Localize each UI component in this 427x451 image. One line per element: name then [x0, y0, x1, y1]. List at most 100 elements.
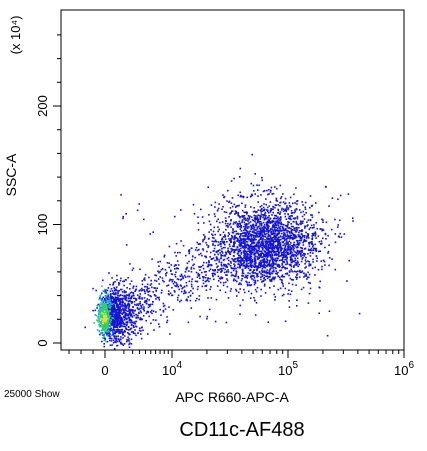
data-point [241, 216, 244, 218]
data-point [233, 245, 236, 248]
data-point [273, 240, 275, 242]
data-point [310, 247, 313, 250]
data-point [197, 272, 199, 275]
data-point [239, 237, 241, 239]
data-point [120, 325, 122, 328]
data-point [274, 296, 277, 298]
data-point [103, 307, 106, 310]
data-point [167, 284, 170, 286]
data-point [254, 173, 256, 175]
data-point [109, 310, 111, 312]
data-point [249, 253, 251, 256]
data-point [296, 243, 298, 246]
data-point [294, 231, 297, 233]
data-point [301, 258, 303, 260]
data-point [265, 255, 267, 257]
x-axis-title: APC R660-APC-A [175, 389, 289, 405]
data-point [260, 223, 262, 225]
data-point [133, 301, 136, 303]
data-point [109, 290, 112, 293]
data-point [125, 291, 127, 293]
data-point [246, 217, 249, 220]
data-point [215, 298, 218, 301]
data-point [262, 216, 264, 219]
data-point [314, 232, 316, 235]
data-point [247, 257, 249, 259]
data-point [176, 267, 178, 269]
data-point [238, 248, 240, 251]
data-point [121, 307, 124, 310]
data-point [305, 212, 307, 214]
data-point [260, 278, 262, 281]
data-point [155, 311, 157, 313]
data-point [114, 326, 117, 329]
data-point [284, 267, 286, 269]
data-point [187, 275, 189, 278]
data-point [259, 254, 262, 256]
data-point [225, 253, 227, 255]
data-point [100, 313, 103, 316]
data-point [235, 233, 238, 235]
data-point [267, 216, 269, 219]
data-point [127, 302, 130, 305]
data-point [285, 209, 287, 211]
data-point [239, 288, 241, 290]
data-point [271, 250, 273, 252]
data-point [283, 293, 285, 296]
data-point [277, 212, 279, 214]
data-point [247, 262, 250, 265]
data-point [111, 315, 114, 318]
data-point [192, 203, 195, 206]
data-point [245, 246, 248, 249]
data-point [204, 280, 207, 283]
data-point [266, 272, 268, 275]
data-point [158, 283, 161, 285]
data-point [146, 286, 148, 288]
data-point [98, 298, 100, 301]
data-point [296, 228, 298, 230]
data-point [262, 225, 265, 228]
data-point [111, 316, 113, 319]
data-point [272, 236, 275, 239]
data-point [211, 233, 213, 236]
data-point [114, 280, 116, 283]
data-point [112, 284, 114, 286]
data-point [271, 214, 273, 216]
data-point [130, 343, 133, 345]
data-point [150, 279, 152, 282]
data-point [157, 270, 159, 272]
data-point [300, 288, 303, 291]
data-point [120, 338, 122, 340]
data-point [294, 202, 296, 204]
data-point [160, 314, 162, 316]
data-point [245, 254, 247, 256]
data-point [230, 219, 232, 221]
data-point [105, 315, 108, 317]
data-point [225, 321, 228, 324]
data-point [269, 209, 272, 212]
data-point [244, 224, 247, 227]
data-point [117, 292, 119, 295]
data-point [277, 271, 279, 274]
data-point [142, 329, 144, 332]
data-point [281, 258, 284, 261]
data-point [281, 294, 284, 297]
data-point [253, 269, 255, 271]
data-point [271, 272, 274, 275]
data-point [104, 337, 107, 340]
data-point [247, 274, 249, 277]
data-point [205, 284, 208, 287]
data-point [300, 239, 303, 242]
data-point [270, 239, 272, 242]
data-point [278, 240, 280, 242]
data-point [298, 263, 300, 266]
data-point [252, 261, 254, 263]
data-point [105, 327, 108, 329]
data-point [244, 217, 246, 219]
data-point [277, 204, 279, 206]
data-point [161, 277, 164, 279]
data-point [183, 285, 186, 288]
data-point [294, 257, 296, 260]
data-point [115, 320, 117, 323]
data-point [174, 268, 176, 270]
